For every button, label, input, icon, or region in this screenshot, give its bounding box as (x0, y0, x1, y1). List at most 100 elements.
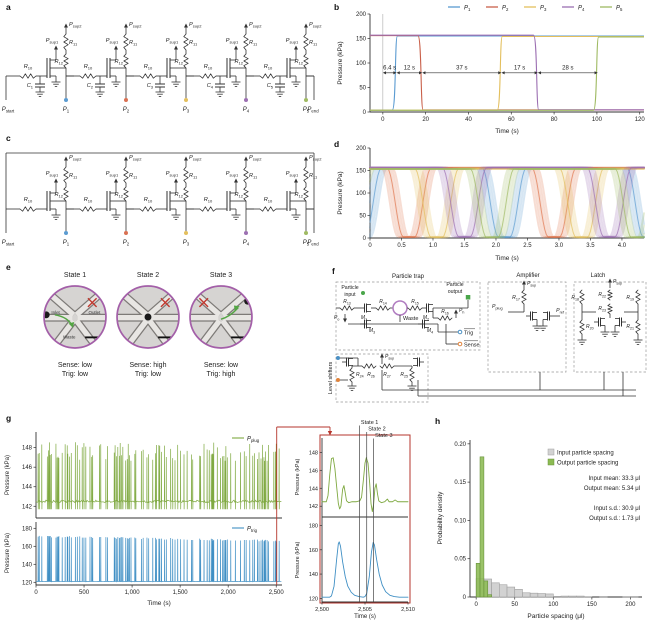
svg-text:Particle: Particle (446, 282, 463, 288)
svg-text:Pplug: Pplug (492, 304, 503, 311)
svg-text:Psup1: Psup1 (106, 38, 119, 45)
svg-text:Waste: Waste (403, 316, 418, 322)
svg-text:Probability density: Probability density (437, 491, 444, 544)
state-card-1: State 1 Inlet Outlet Waste Sense: low Trig… (37, 272, 113, 379)
svg-text:40: 40 (465, 117, 472, 123)
svg-text:Output particle spacing: Output particle spacing (557, 461, 618, 467)
svg-text:R13: R13 (343, 299, 351, 306)
svg-text:P5: P5 (303, 107, 310, 114)
svg-text:Psup2: Psup2 (309, 155, 322, 162)
svg-text:0: 0 (463, 595, 467, 601)
svg-text:142: 142 (22, 504, 33, 510)
svg-text:4.0: 4.0 (618, 243, 627, 249)
svg-text:C5: C5 (267, 83, 274, 90)
svg-text:R11: R11 (189, 173, 198, 180)
svg-text:P1: P1 (464, 6, 471, 13)
svg-text:Particle spacing (μl): Particle spacing (μl) (527, 613, 584, 620)
svg-text:R10: R10 (264, 64, 273, 71)
svg-text:R22: R22 (598, 292, 606, 299)
svg-text:Pplug: Pplug (247, 437, 260, 444)
svg-text:R11: R11 (249, 173, 258, 180)
svg-text:R12: R12 (54, 59, 63, 66)
svg-text:R10: R10 (204, 64, 213, 71)
svg-text:C4: C4 (207, 83, 214, 90)
svg-text:R10: R10 (264, 197, 273, 204)
svg-text:1,500: 1,500 (173, 590, 189, 596)
svg-text:State 1: State 1 (361, 420, 378, 426)
svg-text:R12: R12 (174, 192, 183, 199)
svg-text:R10: R10 (84, 197, 93, 204)
svg-text:R12: R12 (114, 192, 123, 199)
svg-text:120: 120 (22, 580, 33, 586)
svg-text:Psup1: Psup1 (226, 38, 239, 45)
state-1-sense: Sense: low (57, 362, 93, 369)
svg-text:Pressure (kPa): Pressure (kPa) (337, 41, 344, 84)
svg-text:150: 150 (356, 37, 367, 43)
svg-text:2,505: 2,505 (358, 607, 372, 613)
svg-text:Pressure (kPa): Pressure (kPa) (5, 455, 11, 495)
svg-text:0: 0 (363, 110, 367, 116)
svg-text:Psup1: Psup1 (166, 38, 179, 45)
svg-text:P4: P4 (243, 240, 250, 247)
svg-text:Psup1: Psup1 (226, 171, 239, 178)
svg-text:150: 150 (356, 169, 367, 175)
svg-text:180: 180 (22, 526, 33, 532)
svg-text:R11: R11 (129, 173, 138, 180)
svg-text:R10: R10 (204, 197, 213, 204)
state-card-3: State 3 Sense: low Trig: high (183, 272, 259, 379)
svg-text:0: 0 (34, 590, 38, 596)
svg-text:50: 50 (359, 214, 366, 220)
svg-text:120: 120 (309, 596, 318, 602)
svg-text:60: 60 (508, 117, 515, 123)
state-2-micrograph (116, 285, 180, 349)
panel-c-ring-oscillator-circuit: R10 Psup1 R12 R11 Psup2 P1 R10 Psup1 R12 R11 Psup2… (2, 152, 322, 247)
panel-d-oscillation-chart: 0 0.5 1.0 1.5 2.0 2.5 3.0 3.5 4.0 0 50 100 150 200 Pre… (337, 146, 645, 262)
svg-text:Input s.d.: 30.9 μl: Input s.d.: 30.9 μl (594, 506, 640, 512)
svg-text:Psup2: Psup2 (69, 155, 82, 162)
svg-text:Ptrig: Ptrig (247, 527, 258, 534)
svg-text:Pstart: Pstart (2, 107, 15, 114)
svg-text:Pressure (kPa): Pressure (kPa) (337, 171, 344, 214)
svg-text:Sense: Sense (464, 343, 480, 349)
svg-text:R11: R11 (309, 173, 318, 180)
svg-text:Psup2: Psup2 (189, 22, 202, 29)
svg-text:P1: P1 (63, 107, 70, 114)
state-3-sense: Sense: low (203, 362, 239, 369)
panel-f-trap-amplifier-latch-circuit: Particle trap Level shifters Amplifier Latc… (328, 273, 647, 403)
svg-text:160: 160 (22, 544, 33, 550)
svg-text:28 s: 28 s (562, 65, 573, 71)
state-3-trig: Trig: high (206, 371, 236, 379)
svg-text:148: 148 (309, 450, 318, 456)
svg-text:Psup2: Psup2 (309, 22, 322, 29)
svg-text:R10: R10 (84, 64, 93, 71)
svg-text:C3: C3 (147, 83, 154, 90)
svg-text:R26: R26 (367, 372, 375, 379)
svg-text:100: 100 (548, 602, 559, 608)
svg-text:R18: R18 (571, 295, 579, 302)
svg-text:Waste: Waste (63, 335, 76, 340)
svg-text:State 2: State 2 (368, 427, 385, 433)
svg-text:R23: R23 (598, 306, 606, 313)
svg-text:output: output (448, 289, 463, 295)
panel-g-long-term-pressure-chart: 142 144 146 148 0 500 1,000 1,500 2,000 2,500 120 1… (5, 420, 415, 620)
svg-text:3.5: 3.5 (586, 243, 595, 249)
svg-text:1.5: 1.5 (460, 243, 469, 249)
svg-text:P4: P4 (243, 107, 250, 114)
svg-text:R27: R27 (383, 372, 391, 379)
svg-text:146: 146 (309, 468, 318, 474)
svg-text:Psup: Psup (385, 354, 394, 361)
svg-text:Psup1: Psup1 (46, 171, 59, 178)
svg-text:Time (s): Time (s) (147, 600, 171, 607)
svg-text:R17: R17 (512, 295, 520, 302)
svg-text:R21: R21 (626, 324, 634, 331)
svg-text:Input mean: 33.3 μl: Input mean: 33.3 μl (589, 476, 641, 482)
svg-text:Po: Po (334, 315, 339, 322)
svg-text:R14: R14 (379, 299, 387, 306)
svg-text:P5: P5 (616, 6, 623, 13)
svg-text:Psup2: Psup2 (69, 22, 82, 29)
panel-label-d: d (334, 139, 340, 149)
svg-text:Pstart: Pstart (2, 240, 15, 247)
svg-text:M3: M3 (369, 328, 375, 335)
state-2-sense: Sense: high (129, 362, 167, 369)
